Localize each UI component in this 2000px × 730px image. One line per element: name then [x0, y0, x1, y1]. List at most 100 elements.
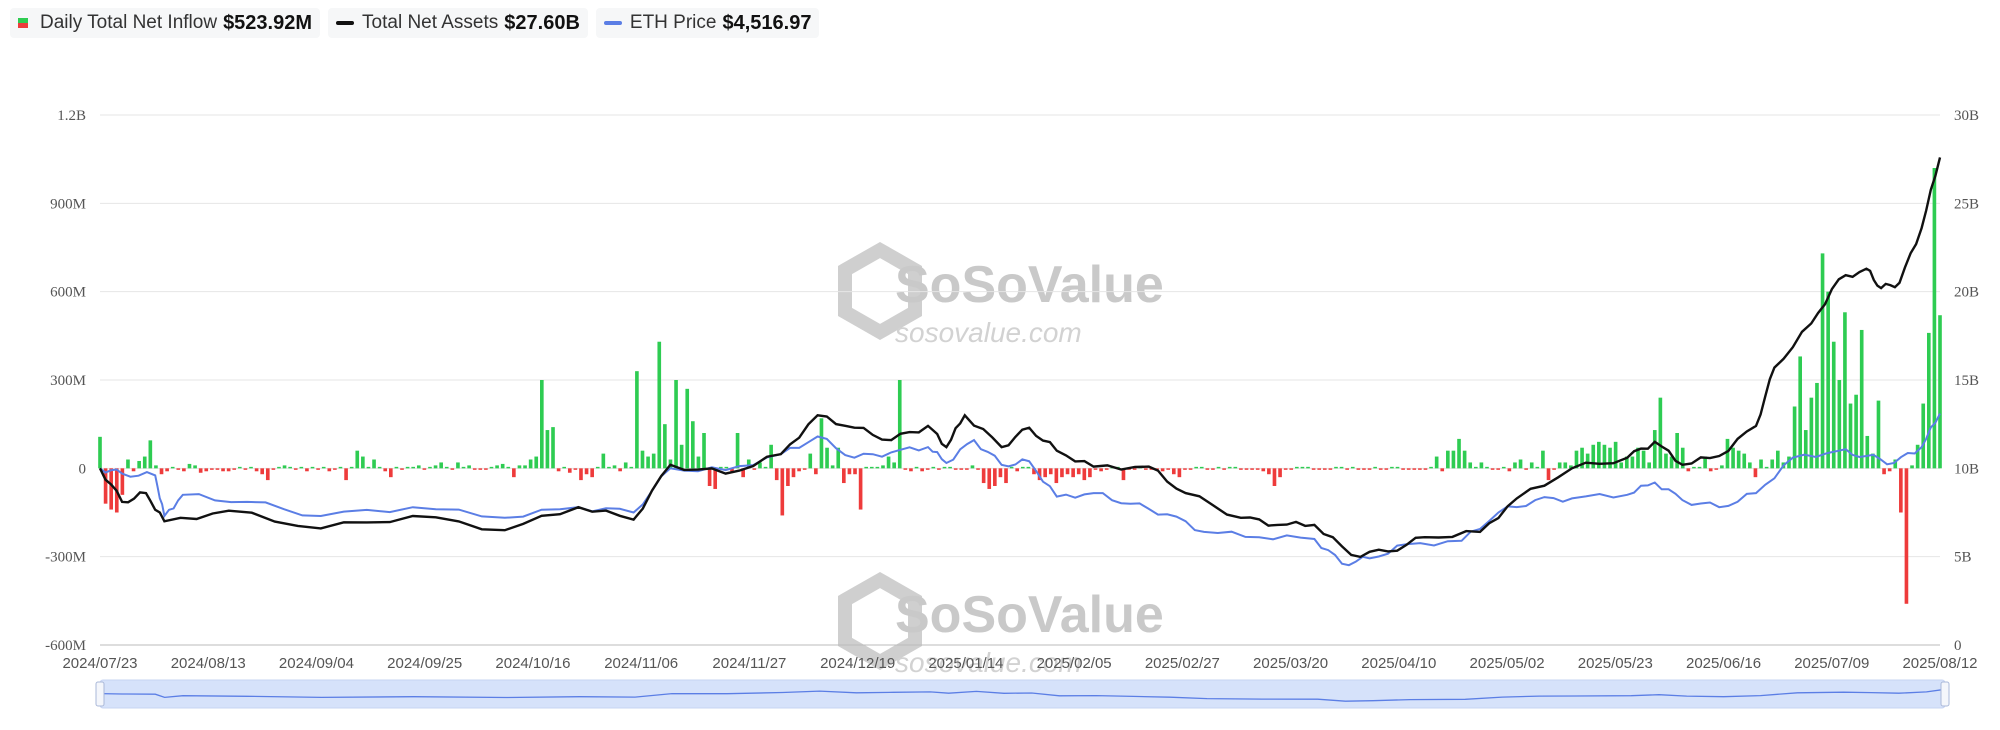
inflow-bar: [1664, 453, 1668, 469]
inflow-bar: [579, 468, 583, 481]
right-tick-label: 25B: [1954, 196, 1979, 212]
inflow-bar: [165, 468, 169, 472]
inflow-bar: [226, 468, 231, 472]
inflow-bar: [1932, 168, 1937, 469]
inflow-bar: [651, 453, 656, 469]
inflow-bar: [170, 466, 175, 469]
inflow-bar: [1865, 435, 1870, 469]
inflow-bar: [1675, 433, 1679, 469]
inflow-bar: [1037, 468, 1042, 481]
inflow-bar: [517, 465, 522, 469]
inflow-bar: [422, 468, 427, 470]
x-tick-label: 2025/01/14: [928, 655, 1003, 672]
inflow-bar: [277, 466, 281, 469]
inflow-bar: [556, 468, 561, 472]
right-tick-label: 10B: [1954, 461, 1979, 477]
inflow-bar: [389, 468, 393, 478]
inflow-bar: [305, 468, 309, 472]
inflow-bar: [567, 468, 572, 473]
x-tick-label: 2024/11/27: [712, 655, 786, 672]
inflow-bar: [1250, 468, 1254, 470]
inflow-bar: [573, 468, 578, 470]
watermark-site: sosovalue.com: [895, 647, 1082, 678]
inflow-bar: [232, 468, 237, 470]
legend-item-price[interactable]: ETH Price $4,516.97: [595, 8, 820, 38]
inflow-bar: [254, 468, 259, 472]
inflow-bar: [506, 466, 511, 469]
inflow-bar: [1295, 466, 1299, 469]
inflow-bar: [1753, 468, 1758, 478]
inflow-bar: [1306, 466, 1310, 469]
inflow-bar: [1446, 450, 1450, 469]
legend-price-label: ETH Price: [629, 12, 717, 33]
inflow-bar: [109, 468, 114, 510]
inflow-bar: [897, 380, 902, 469]
inflow-bar: [327, 468, 332, 472]
right-tick-label: 0: [1954, 638, 1962, 654]
inflow-bar: [1904, 468, 1909, 604]
inflow-bar: [892, 462, 896, 469]
x-tick-label: 2025/05/02: [1470, 655, 1545, 672]
inflow-bar: [1412, 468, 1417, 470]
inflow-bar: [1043, 468, 1047, 478]
inflow-bar: [595, 466, 600, 469]
legend-item-inflow[interactable]: Daily Total Net Inflow $523.92M: [10, 8, 321, 38]
inflow-bar: [774, 468, 779, 481]
inflow-bar: [1233, 466, 1238, 469]
inflow-bar: [1736, 450, 1741, 469]
inflow-bar: [366, 466, 371, 469]
inflow-bar: [1871, 453, 1875, 469]
inflow-bar: [159, 468, 164, 475]
inflow-bar: [534, 456, 539, 469]
right-tick-label: 5B: [1954, 550, 1972, 566]
inflow-bar: [500, 463, 505, 469]
grid-lines: [100, 114, 1940, 646]
x-tick-label: 2024/10/16: [495, 655, 570, 672]
inflow-bar: [243, 468, 248, 470]
x-tick-label: 2024/12/19: [820, 655, 895, 672]
inflow-bar: [875, 466, 880, 469]
inflow-bar: [920, 468, 924, 472]
inflow-bar: [1144, 468, 1148, 470]
inflow-bar: [472, 468, 477, 470]
inflow-bar: [1311, 468, 1316, 470]
inflow-bar: [293, 468, 298, 470]
inflow-bar: [1630, 456, 1635, 469]
inflow-bar: [1194, 466, 1198, 469]
inflow-bar: [103, 468, 108, 504]
inflow-bar: [1764, 466, 1769, 469]
inflow-bar: [120, 468, 125, 495]
inflow-bar: [1334, 466, 1338, 469]
inflow-bar: [1854, 394, 1858, 469]
left-tick-label: -600M: [45, 638, 86, 654]
watermark-site: sosovalue.com: [895, 317, 1082, 348]
inflow-bar: [909, 468, 913, 472]
watermark-logo-icon: [838, 241, 922, 341]
inflow-bars: [98, 168, 1942, 604]
inflow-bar: [1434, 456, 1439, 469]
inflow-bar: [383, 468, 388, 472]
inflow-bar: [657, 341, 662, 469]
inflow-bar: [663, 424, 667, 469]
inflow-bar: [618, 468, 622, 472]
inflow-bar: [965, 468, 969, 470]
inflow-bar: [1714, 468, 1719, 470]
inflow-bar: [718, 466, 723, 469]
inflow-bar: [1205, 468, 1210, 470]
inflow-bar: [1060, 468, 1064, 478]
inflow-bar: [1669, 456, 1674, 469]
inflow-bar: [1267, 468, 1271, 475]
legend-item-assets[interactable]: Total Net Assets $27.60B: [328, 8, 588, 38]
inflow-bar: [562, 466, 567, 469]
inflow-bar: [1557, 462, 1562, 469]
watermarks: SoSoValuesosovalue.comSoSoValuesosovalue…: [838, 241, 1164, 678]
inflow-bar: [433, 465, 438, 469]
inflow-bar: [674, 380, 678, 469]
inflow-bar: [1255, 468, 1260, 470]
x-tick-label: 2025/08/12: [1902, 655, 1977, 672]
inflow-bar: [1787, 456, 1791, 469]
inflow-bar: [1345, 468, 1349, 470]
inflow-bar: [707, 468, 712, 486]
range-navigator[interactable]: [95, 679, 1950, 709]
